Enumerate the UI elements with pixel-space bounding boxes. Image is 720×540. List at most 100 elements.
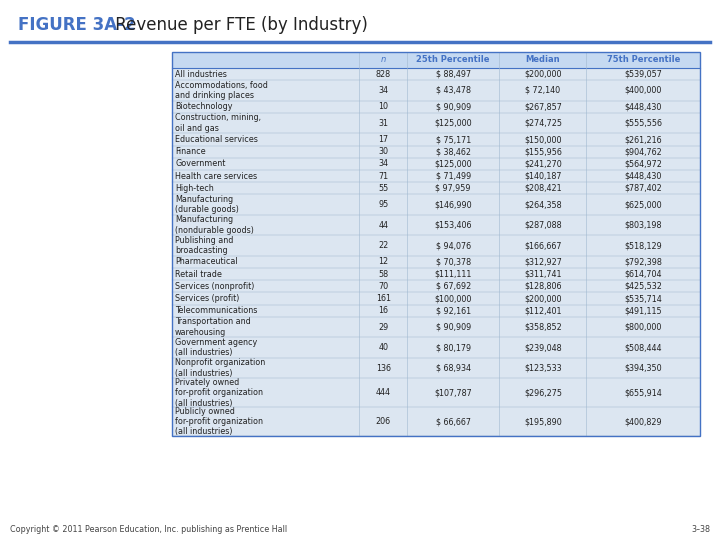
Text: $261,216: $261,216 xyxy=(624,135,662,144)
Text: 31: 31 xyxy=(378,119,388,127)
Text: $166,667: $166,667 xyxy=(524,241,562,250)
Text: $125,000: $125,000 xyxy=(434,159,472,168)
Text: $146,990: $146,990 xyxy=(434,200,472,209)
Bar xyxy=(172,52,700,436)
Text: 3–38: 3–38 xyxy=(691,525,710,535)
Text: $153,406: $153,406 xyxy=(434,221,472,230)
Text: 206: 206 xyxy=(376,417,391,426)
Text: All industries: All industries xyxy=(175,70,227,79)
Text: $655,914: $655,914 xyxy=(624,388,662,397)
Text: 55: 55 xyxy=(378,184,388,193)
Text: 70: 70 xyxy=(378,282,388,291)
Text: $274,725: $274,725 xyxy=(524,119,562,127)
Text: High-tech: High-tech xyxy=(175,184,214,193)
Text: 12: 12 xyxy=(378,258,388,267)
Text: Biotechnology: Biotechnology xyxy=(175,102,233,111)
Text: Copyright © 2011 Pearson Education, Inc. publishing as Prentice Hall: Copyright © 2011 Pearson Education, Inc.… xyxy=(10,525,287,535)
Text: n: n xyxy=(381,56,386,64)
Text: $787,402: $787,402 xyxy=(624,184,662,193)
Text: $150,000: $150,000 xyxy=(524,135,562,144)
Text: Construction, mining,
oil and gas: Construction, mining, oil and gas xyxy=(175,113,261,133)
Text: $239,048: $239,048 xyxy=(524,343,562,352)
Text: Finance: Finance xyxy=(175,147,206,156)
Text: $ 43,478: $ 43,478 xyxy=(436,86,471,95)
Bar xyxy=(172,52,700,436)
Text: 40: 40 xyxy=(378,343,388,352)
Text: 444: 444 xyxy=(376,388,391,397)
Text: $155,956: $155,956 xyxy=(524,147,562,156)
Text: $ 38,462: $ 38,462 xyxy=(436,147,471,156)
Text: $ 67,692: $ 67,692 xyxy=(436,282,471,291)
Text: $287,088: $287,088 xyxy=(524,221,562,230)
Text: $904,762: $904,762 xyxy=(624,147,662,156)
Text: Publicly owned
for-profit organization
(all industries): Publicly owned for-profit organization (… xyxy=(175,407,263,436)
Text: 44: 44 xyxy=(378,221,388,230)
Text: 828: 828 xyxy=(376,70,391,79)
Text: Manufacturing
(durable goods): Manufacturing (durable goods) xyxy=(175,195,239,214)
Text: 16: 16 xyxy=(378,306,388,315)
Text: 17: 17 xyxy=(378,135,388,144)
Text: $267,857: $267,857 xyxy=(524,102,562,111)
Text: $518,129: $518,129 xyxy=(624,241,662,250)
Text: $564,972: $564,972 xyxy=(624,159,662,168)
Text: Educational services: Educational services xyxy=(175,135,258,144)
Text: 136: 136 xyxy=(376,363,391,373)
Text: Government agency
(all industries): Government agency (all industries) xyxy=(175,338,257,357)
Text: 22: 22 xyxy=(378,241,388,250)
Text: Median: Median xyxy=(526,56,560,64)
Text: $539,057: $539,057 xyxy=(624,70,662,79)
Text: $ 92,161: $ 92,161 xyxy=(436,306,471,315)
Text: $123,533: $123,533 xyxy=(524,363,562,373)
Text: Telecommunications: Telecommunications xyxy=(175,306,257,315)
Text: $448,430: $448,430 xyxy=(624,102,662,111)
Text: $195,890: $195,890 xyxy=(524,417,562,426)
Text: 161: 161 xyxy=(376,294,391,303)
Text: $125,000: $125,000 xyxy=(434,119,472,127)
Bar xyxy=(172,52,700,68)
Text: 34: 34 xyxy=(378,159,388,168)
Text: $ 97,959: $ 97,959 xyxy=(436,184,471,193)
Text: 10: 10 xyxy=(378,102,388,111)
Text: $535,714: $535,714 xyxy=(624,294,662,303)
Text: Nonprofit organization
(all industries): Nonprofit organization (all industries) xyxy=(175,359,265,378)
Text: $140,187: $140,187 xyxy=(524,172,562,180)
Text: $ 80,179: $ 80,179 xyxy=(436,343,471,352)
Text: $ 94,076: $ 94,076 xyxy=(436,241,471,250)
Text: $311,741: $311,741 xyxy=(524,269,562,279)
Text: 30: 30 xyxy=(378,147,388,156)
Text: $ 68,934: $ 68,934 xyxy=(436,363,471,373)
Text: $555,556: $555,556 xyxy=(624,119,662,127)
Text: $425,532: $425,532 xyxy=(624,282,662,291)
Text: $ 90,909: $ 90,909 xyxy=(436,322,471,332)
Text: $200,000: $200,000 xyxy=(524,70,562,79)
Text: $ 90,909: $ 90,909 xyxy=(436,102,471,111)
Text: Publishing and
broadcasting: Publishing and broadcasting xyxy=(175,236,233,255)
Text: Revenue per FTE (by Industry): Revenue per FTE (by Industry) xyxy=(110,16,368,34)
Text: Manufacturing
(nondurable goods): Manufacturing (nondurable goods) xyxy=(175,215,254,235)
Text: $394,350: $394,350 xyxy=(624,363,662,373)
Text: 34: 34 xyxy=(378,86,388,95)
Text: 29: 29 xyxy=(378,322,388,332)
Text: $111,111: $111,111 xyxy=(434,269,472,279)
Text: $ 71,499: $ 71,499 xyxy=(436,172,471,180)
Text: $264,358: $264,358 xyxy=(524,200,562,209)
Text: 58: 58 xyxy=(378,269,388,279)
Text: $400,829: $400,829 xyxy=(624,417,662,426)
Text: Government: Government xyxy=(175,159,225,168)
Text: $ 70,378: $ 70,378 xyxy=(436,258,471,267)
Text: $803,198: $803,198 xyxy=(624,221,662,230)
Text: $800,000: $800,000 xyxy=(624,322,662,332)
Text: Privately owned
for-profit organization
(all industries): Privately owned for-profit organization … xyxy=(175,378,263,408)
Text: 25th Percentile: 25th Percentile xyxy=(416,56,490,64)
Text: $ 66,667: $ 66,667 xyxy=(436,417,471,426)
Text: 75th Percentile: 75th Percentile xyxy=(606,56,680,64)
Text: $625,000: $625,000 xyxy=(624,200,662,209)
Text: $508,444: $508,444 xyxy=(624,343,662,352)
Text: $792,398: $792,398 xyxy=(624,258,662,267)
Text: Transportation and
warehousing: Transportation and warehousing xyxy=(175,318,251,337)
Text: 71: 71 xyxy=(378,172,388,180)
Text: Pharmaceutical: Pharmaceutical xyxy=(175,258,238,267)
Text: $312,927: $312,927 xyxy=(524,258,562,267)
Text: $ 75,171: $ 75,171 xyxy=(436,135,471,144)
Text: $358,852: $358,852 xyxy=(524,322,562,332)
